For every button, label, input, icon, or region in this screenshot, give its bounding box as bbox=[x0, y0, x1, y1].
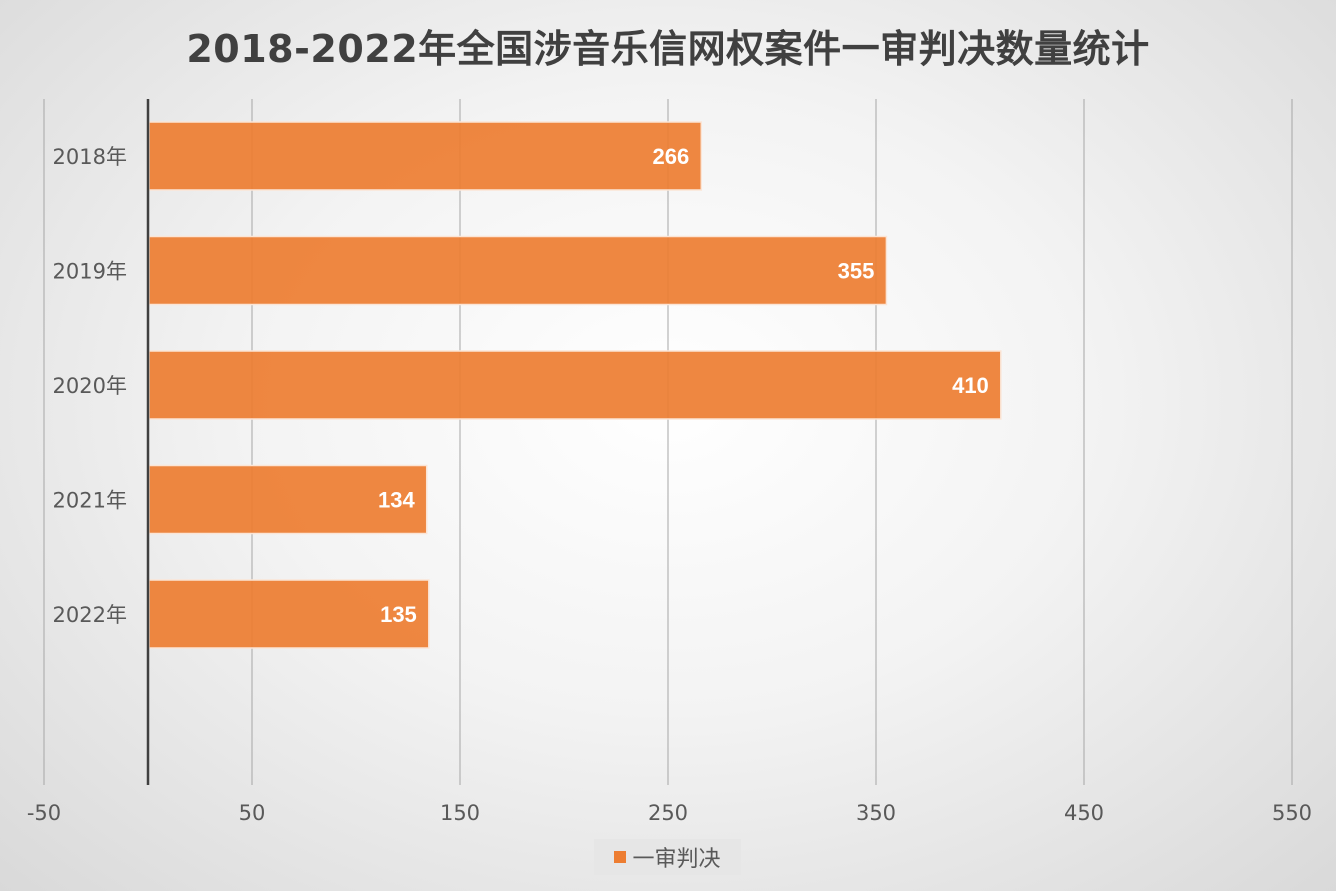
data-label: 355 bbox=[838, 259, 875, 284]
legend: 一审判决 bbox=[594, 839, 741, 875]
x-tick-label: 450 bbox=[1064, 801, 1104, 825]
data-label: 266 bbox=[653, 144, 690, 169]
bar bbox=[148, 235, 888, 306]
legend-label: 一审判决 bbox=[632, 847, 721, 872]
chart-title: 2018-2022年全国涉音乐信网权案件一审判决数量统计 bbox=[186, 27, 1150, 71]
category-label: 2021年 bbox=[53, 489, 127, 513]
x-tick-label: 50 bbox=[239, 801, 266, 825]
legend-swatch bbox=[614, 851, 627, 863]
data-label: 134 bbox=[378, 488, 415, 513]
x-tick-label: 350 bbox=[856, 801, 896, 825]
category-label: 2018年 bbox=[53, 145, 127, 169]
category-label: 2020年 bbox=[53, 374, 127, 398]
bar bbox=[148, 121, 703, 191]
category-label: 2022年 bbox=[53, 603, 127, 627]
gridlines bbox=[43, 99, 1293, 785]
category-label: 2019年 bbox=[53, 260, 127, 284]
x-tick-label: -50 bbox=[27, 801, 61, 825]
bar bbox=[148, 464, 428, 535]
bar bbox=[148, 350, 1002, 420]
x-tick-label: 250 bbox=[648, 801, 688, 825]
data-label: 135 bbox=[380, 602, 417, 627]
bars bbox=[148, 121, 1002, 649]
data-label: 410 bbox=[952, 373, 989, 398]
x-tick-label: 550 bbox=[1272, 801, 1312, 825]
x-tick-label: 150 bbox=[440, 801, 480, 825]
labels: -50 50 150 250 350 450 550 266 2018年 355 2019年 410 2… bbox=[27, 144, 1312, 825]
